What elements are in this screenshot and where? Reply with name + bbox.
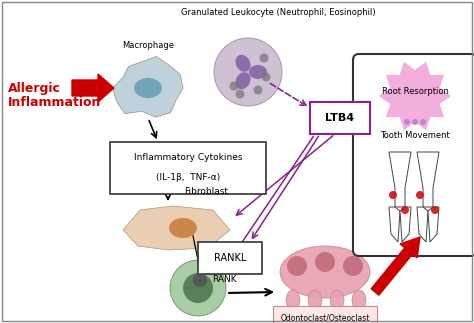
Circle shape xyxy=(262,72,271,81)
Text: Granulated Leukocyte (Neutrophil, Eosinophil): Granulated Leukocyte (Neutrophil, Eosino… xyxy=(181,8,375,17)
Circle shape xyxy=(420,119,426,125)
FancyBboxPatch shape xyxy=(310,102,370,134)
Ellipse shape xyxy=(236,55,251,72)
Text: Inflammatory Cytokines: Inflammatory Cytokines xyxy=(134,153,242,162)
FancyBboxPatch shape xyxy=(273,306,377,323)
Text: (IL-1β,  TNF-α): (IL-1β, TNF-α) xyxy=(156,173,220,182)
Text: Tooth Movement: Tooth Movement xyxy=(380,131,450,141)
Circle shape xyxy=(416,191,424,199)
Polygon shape xyxy=(417,207,428,242)
Circle shape xyxy=(404,119,410,125)
FancyBboxPatch shape xyxy=(198,242,262,274)
Ellipse shape xyxy=(134,78,162,98)
Text: RANKL: RANKL xyxy=(214,253,246,263)
Ellipse shape xyxy=(280,246,370,298)
Circle shape xyxy=(412,119,418,125)
Circle shape xyxy=(170,260,226,316)
Circle shape xyxy=(401,206,409,214)
Circle shape xyxy=(431,206,439,214)
Polygon shape xyxy=(389,152,411,207)
Text: RANK: RANK xyxy=(212,276,237,285)
FancyArrow shape xyxy=(371,237,420,295)
Text: Root Resorption: Root Resorption xyxy=(382,88,448,97)
Ellipse shape xyxy=(169,218,197,238)
FancyArrow shape xyxy=(72,74,114,102)
Text: Inflammation: Inflammation xyxy=(8,96,101,109)
Polygon shape xyxy=(379,62,451,130)
Polygon shape xyxy=(113,57,183,117)
Ellipse shape xyxy=(330,290,344,310)
FancyBboxPatch shape xyxy=(353,54,474,256)
Ellipse shape xyxy=(286,290,300,310)
Circle shape xyxy=(389,191,397,199)
Text: Odontoclast/Osteoclast: Odontoclast/Osteoclast xyxy=(280,314,370,322)
Circle shape xyxy=(193,273,207,287)
Circle shape xyxy=(254,86,263,95)
Circle shape xyxy=(214,38,282,106)
Text: Macrophage: Macrophage xyxy=(122,41,174,50)
Polygon shape xyxy=(123,206,230,250)
Ellipse shape xyxy=(236,72,251,89)
Circle shape xyxy=(183,273,213,303)
Circle shape xyxy=(259,54,268,62)
Ellipse shape xyxy=(308,290,322,310)
Circle shape xyxy=(236,89,245,99)
Circle shape xyxy=(287,256,307,276)
Text: LTB4: LTB4 xyxy=(326,113,355,123)
Polygon shape xyxy=(389,207,400,242)
Circle shape xyxy=(343,256,363,276)
Polygon shape xyxy=(428,207,439,242)
Circle shape xyxy=(315,252,335,272)
Text: Fibroblast: Fibroblast xyxy=(184,187,228,196)
Polygon shape xyxy=(417,152,439,207)
Ellipse shape xyxy=(352,290,366,310)
Text: Allergic: Allergic xyxy=(8,82,61,95)
FancyBboxPatch shape xyxy=(110,142,266,194)
Polygon shape xyxy=(400,207,411,242)
Circle shape xyxy=(229,81,238,90)
Ellipse shape xyxy=(249,65,267,79)
